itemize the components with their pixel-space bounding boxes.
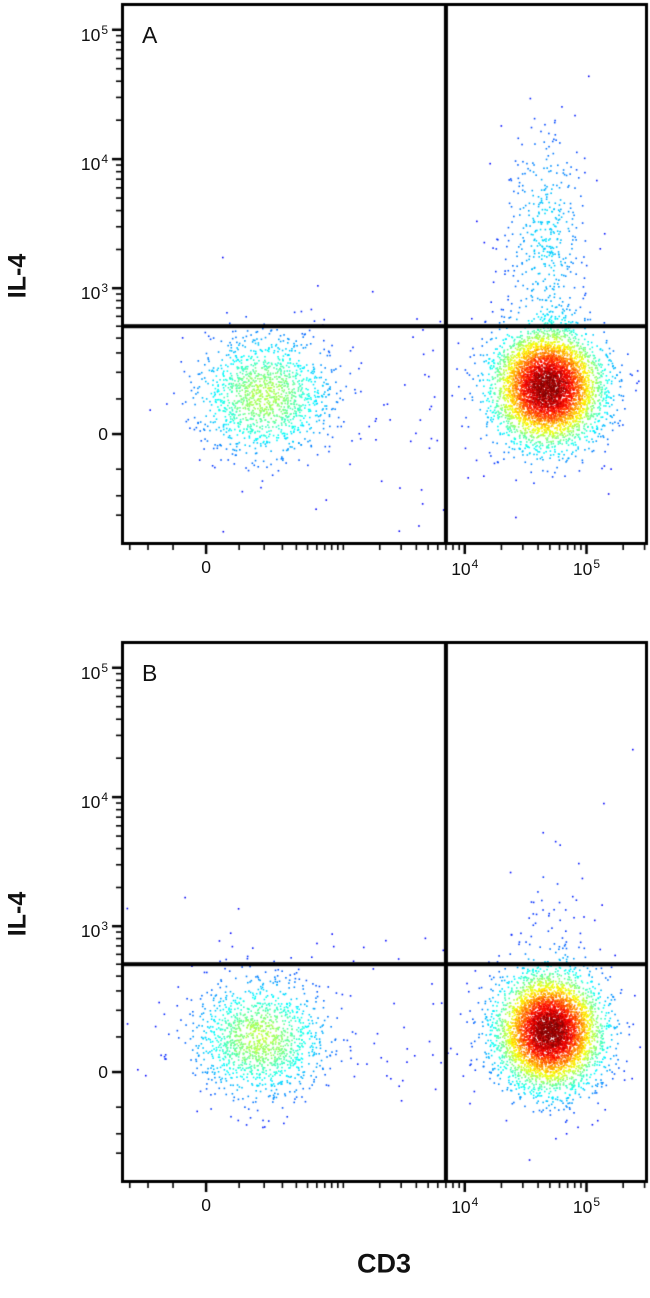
x-axis-label: CD3	[356, 1248, 412, 1279]
x-tick-label: 0	[201, 1195, 211, 1215]
y-tick-label: 103	[80, 281, 108, 304]
x-tick-label: 104	[451, 1195, 479, 1217]
y-tick-label: 0	[98, 424, 108, 445]
panel-b-label: B	[142, 660, 158, 686]
x-tick-label: 105	[572, 557, 601, 579]
y-tick-label: 104	[80, 152, 108, 174]
y-tick-label: 105	[80, 22, 108, 45]
y-tick-label: 0	[98, 1062, 108, 1083]
x-tick-label: 104	[451, 557, 479, 579]
y-tick-label: 104	[80, 790, 108, 812]
x-tick-label: 0	[201, 557, 211, 577]
panel-a-label: A	[142, 22, 158, 48]
y-tick-label: 103	[80, 919, 108, 942]
y-tick-label: 105	[80, 660, 108, 683]
x-tick-label: 105	[572, 1195, 601, 1217]
